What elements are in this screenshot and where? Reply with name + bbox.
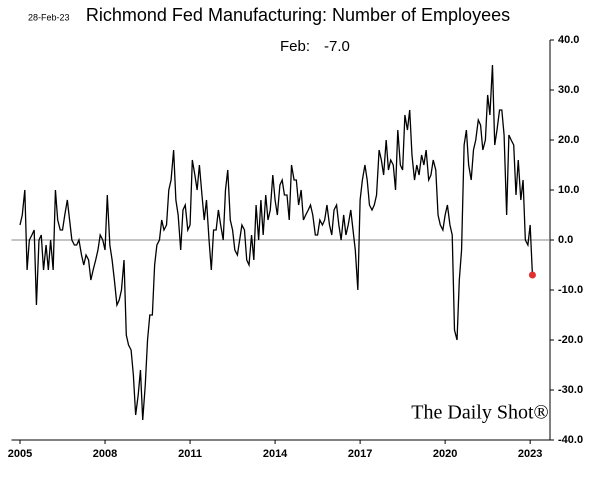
- y-tick-label: 0.0: [558, 234, 573, 246]
- x-tick-label: 2008: [93, 448, 117, 460]
- watermark: The Daily Shot®: [411, 402, 548, 424]
- y-tick-label: -10.0: [558, 284, 583, 296]
- x-tick-label: 2023: [518, 448, 542, 460]
- x-tick-label: 2011: [178, 448, 202, 460]
- y-tick-label: -40.0: [558, 434, 583, 446]
- y-tick-label: 30.0: [558, 84, 579, 96]
- y-tick-label: 40.0: [558, 34, 579, 46]
- annotation-value: -7.0: [324, 38, 350, 55]
- y-tick-label: 20.0: [558, 134, 579, 146]
- data-line: [19, 64, 534, 421]
- annotation-label: Feb:: [280, 38, 310, 55]
- x-tick-label: 2017: [348, 448, 372, 460]
- date-label: 28-Feb-23: [28, 12, 70, 22]
- chart-title: Richmond Fed Manufacturing: Number of Em…: [86, 5, 510, 25]
- y-tick-label: 10.0: [558, 184, 579, 196]
- x-tick-label: 2014: [263, 448, 288, 460]
- y-tick-label: -20.0: [558, 334, 583, 346]
- y-tick-label: -30.0: [558, 384, 583, 396]
- x-tick-label: 2005: [8, 448, 32, 460]
- last-point: [528, 271, 536, 279]
- x-tick-label: 2020: [433, 448, 457, 460]
